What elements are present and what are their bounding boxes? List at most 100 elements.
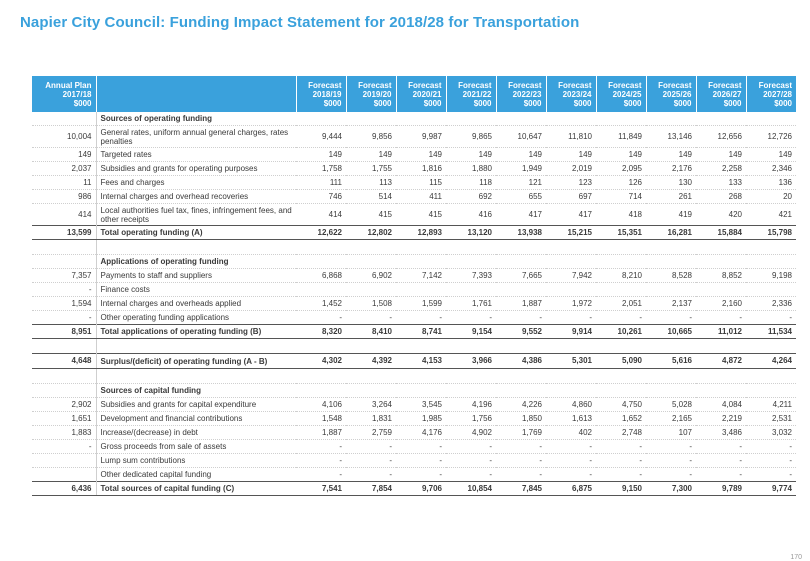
forecast-cell: 13,146	[646, 125, 696, 148]
forecast-cell: 12,656	[696, 125, 746, 148]
forecast-cell: 2,019	[546, 161, 596, 176]
table-row: 1,651 Development and financial contribut…	[32, 411, 796, 426]
forecast-cell	[496, 338, 546, 354]
forecast-cell: 15,798	[746, 225, 796, 240]
forecast-cell: 1,755	[346, 161, 396, 176]
column-header-line: $000	[723, 98, 742, 108]
forecast-cell: 7,665	[496, 268, 546, 283]
forecast-cell: 1,880	[446, 161, 496, 176]
forecast-cell: 1,816	[396, 161, 446, 176]
row-label: Total sources of capital funding (C)	[95, 481, 296, 496]
forecast-cell: 133	[696, 175, 746, 190]
forecast-cell: 415	[396, 203, 446, 226]
annual-plan-cell	[32, 254, 96, 269]
row-label: Other dedicated capital funding	[95, 467, 296, 482]
forecast-cell: 9,789	[696, 481, 746, 496]
forecast-cell: 1,613	[546, 411, 596, 426]
column-header-line: Forecast	[508, 80, 542, 90]
forecast-cell	[696, 338, 746, 354]
forecast-cell: 5,028	[646, 397, 696, 412]
column-header-line: 2018/19	[312, 89, 342, 99]
forecast-cell: 261	[646, 189, 696, 204]
forecast-cell: 8,410	[346, 324, 396, 339]
forecast-cell: 15,351	[596, 225, 646, 240]
forecast-cell: -	[746, 310, 796, 325]
forecast-cell: 149	[496, 147, 546, 162]
forecast-cell	[696, 368, 746, 384]
forecast-cell: 5,090	[596, 353, 646, 369]
row-label: Applications of operating funding	[95, 254, 296, 269]
forecast-cell: 149	[746, 147, 796, 162]
forecast-cell: 4,196	[446, 397, 496, 412]
forecast-cell: 8,741	[396, 324, 446, 339]
table-row: 10,004 General rates, uniform annual gene…	[32, 125, 796, 148]
column-header-line: $000	[473, 98, 492, 108]
row-label: Payments to staff and suppliers	[95, 268, 296, 283]
forecast-cell: 4,084	[696, 397, 746, 412]
forecast-cell: 4,106	[296, 397, 346, 412]
forecast-cell: 113	[346, 175, 396, 190]
forecast-cell: 1,548	[296, 411, 346, 426]
forecast-cell	[646, 239, 696, 255]
forecast-cell: 130	[646, 175, 696, 190]
forecast-cell: 8,210	[596, 268, 646, 283]
row-label: Subsidies and grants for operating purpo…	[95, 161, 296, 176]
forecast-cell: 149	[646, 147, 696, 162]
forecast-cell: 12,802	[346, 225, 396, 240]
row-label: Internal charges and overhead recoveries	[95, 189, 296, 204]
forecast-cell	[296, 112, 346, 126]
forecast-cell: 2,759	[346, 425, 396, 440]
forecast-cell	[546, 254, 596, 269]
forecast-cell	[346, 368, 396, 384]
row-label: Targeted rates	[95, 147, 296, 162]
forecast-cell	[596, 338, 646, 354]
forecast-cell	[396, 239, 446, 255]
forecast-cell: 149	[696, 147, 746, 162]
forecast-cell: 3,486	[696, 425, 746, 440]
column-header-line: $000	[323, 98, 342, 108]
forecast-cell: 9,856	[346, 125, 396, 148]
column-header-line: 2021/22	[462, 89, 492, 99]
forecast-cell	[496, 112, 546, 126]
forecast-cell: -	[396, 310, 446, 325]
forecast-cell: 7,541	[296, 481, 346, 496]
table-row: 2,037 Subsidies and grants for operating …	[32, 161, 796, 176]
column-header: Forecast 2018/19 $000	[295, 76, 346, 112]
row-label: General rates, uniform annual general ch…	[95, 125, 296, 148]
forecast-cell: 2,531	[746, 411, 796, 426]
table-row: Lump sum contributions - - - - - - - - - -	[32, 453, 796, 468]
annual-plan-cell: -	[32, 282, 96, 297]
forecast-cell	[596, 368, 646, 384]
spacer-row	[32, 368, 796, 384]
forecast-cell	[396, 338, 446, 354]
page-title: Napier City Council: Funding Impact Stat…	[20, 14, 580, 31]
forecast-cell: -	[646, 467, 696, 482]
forecast-cell	[446, 112, 496, 126]
forecast-cell: 514	[346, 189, 396, 204]
forecast-cell: 1,761	[446, 296, 496, 311]
column-header-line: 2022/23	[512, 89, 542, 99]
column-header-line: Forecast	[758, 80, 792, 90]
forecast-cell	[646, 338, 696, 354]
forecast-cell: -	[296, 439, 346, 454]
annual-plan-cell: 4,648	[32, 353, 96, 369]
forecast-cell: 2,095	[596, 161, 646, 176]
column-header-line: 2023/24	[562, 89, 592, 99]
column-header-line: 2019/20	[362, 89, 392, 99]
annual-plan-cell: 6,436	[32, 481, 96, 496]
table-row: 414 Local authorities fuel tax, fines, in…	[32, 203, 796, 226]
forecast-cell	[396, 282, 446, 297]
forecast-cell: -	[346, 439, 396, 454]
forecast-cell: 1,887	[296, 425, 346, 440]
table-body: Sources of operating funding 10,004 Genera…	[32, 112, 796, 496]
forecast-cell: 6,902	[346, 268, 396, 283]
column-header: Forecast 2023/24 $000	[545, 76, 596, 112]
column-header-line: 2025/26	[662, 89, 692, 99]
forecast-cell: 10,647	[496, 125, 546, 148]
forecast-cell	[346, 254, 396, 269]
forecast-cell	[296, 239, 346, 255]
forecast-cell: 421	[746, 203, 796, 226]
forecast-cell: 1,652	[596, 411, 646, 426]
total-row: 8,951 Total applications of operating fun…	[32, 324, 796, 339]
section-heading-row: Applications of operating funding	[32, 254, 796, 269]
